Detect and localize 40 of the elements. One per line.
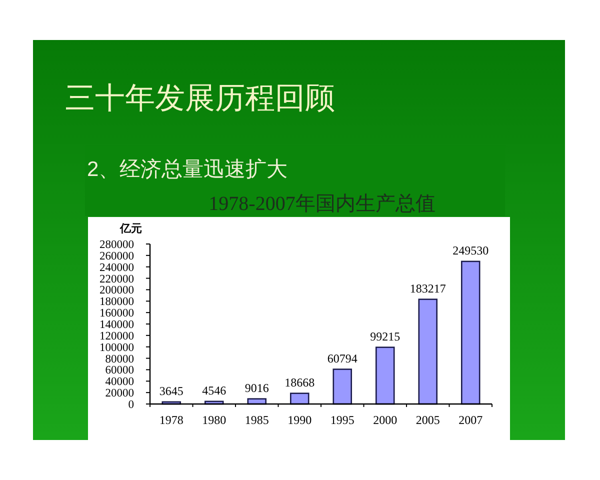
y-tick-label: 200000: [100, 284, 134, 297]
y-tick-label: 120000: [100, 330, 134, 342]
bar: [460, 260, 480, 405]
x-tick-label: 2000: [373, 413, 398, 427]
x-tick-label: 1985: [244, 413, 269, 427]
data-label: 99215: [370, 329, 400, 344]
data-label: 249530: [452, 243, 489, 258]
text: 1978-2007年国内生产总值: [208, 193, 436, 215]
y-tick-label: 180000: [100, 296, 134, 308]
x-tick-label: 1978: [159, 413, 184, 427]
bar: [290, 392, 310, 405]
x-tick-label: 2007: [458, 413, 483, 427]
chart-subtitle: 2、经济总量迅速扩大: [87, 158, 288, 181]
y-tick-label: 40000: [105, 376, 134, 388]
data-label: 4546: [202, 383, 226, 398]
y-tick-label: 240000: [100, 262, 134, 274]
data-label: 18668: [284, 375, 315, 390]
y-tick-label: 80000: [105, 353, 134, 366]
y-tick-label: 0: [128, 399, 134, 411]
chart-title: 三十年发展历程回顾: [65, 82, 335, 115]
data-label: 60794: [327, 351, 358, 366]
bar: [375, 346, 395, 405]
y-tick-label: 260000: [100, 250, 134, 262]
y-tick-label: 20000: [105, 388, 134, 400]
y-tick-label: 100000: [100, 342, 134, 354]
data-label: 3645: [159, 384, 184, 398]
y-tick-label: 220000: [100, 273, 134, 286]
bar: [418, 298, 438, 405]
bar: [332, 368, 352, 405]
x-tick-label: 1990: [288, 413, 312, 427]
x-tick-label: 2005: [416, 413, 440, 427]
data-label: 9016: [244, 380, 269, 395]
y-tick-label: 140000: [100, 319, 134, 331]
x-tick-label: 1980: [202, 413, 226, 427]
data-label: 183217: [410, 281, 446, 296]
y-axis-title: 亿元: [119, 223, 142, 235]
y-tick-label: 280000: [100, 239, 134, 251]
y-tick-label: 160000: [100, 308, 134, 320]
x-tick-label: 1995: [330, 413, 354, 427]
y-tick-label: 60000: [105, 364, 134, 377]
